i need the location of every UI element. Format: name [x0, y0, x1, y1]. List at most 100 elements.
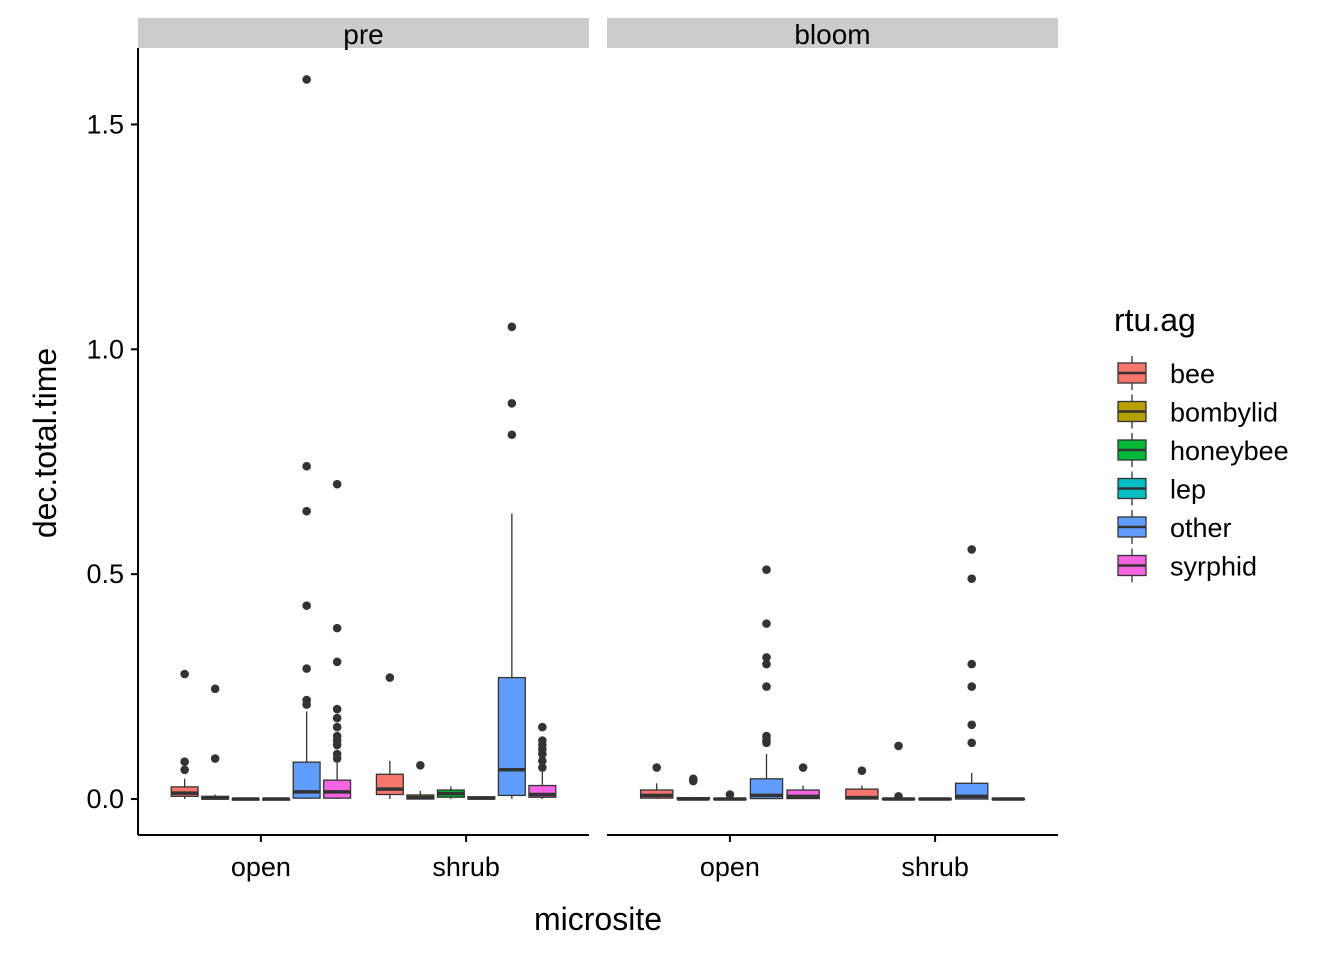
outlier-point	[332, 657, 342, 667]
outlier-point	[332, 731, 342, 741]
outlier-point	[798, 763, 808, 772]
box-body	[528, 784, 557, 798]
box-syrphid	[991, 797, 1026, 801]
outlier-point	[762, 619, 771, 628]
outlier-point	[967, 574, 977, 583]
facet-label-bloom: bloom	[794, 19, 870, 50]
outlier-point	[332, 479, 342, 489]
legend-key-bee	[1117, 356, 1147, 390]
outlier-point	[507, 430, 517, 440]
facet-strip-pre	[138, 18, 589, 48]
outlier-point	[332, 722, 342, 732]
outlier-point	[332, 704, 342, 714]
box-bee	[845, 766, 879, 800]
outlier-point	[302, 695, 311, 705]
outlier-point	[894, 792, 903, 801]
box-other	[497, 322, 526, 800]
outlier-point	[180, 757, 189, 766]
x-axis-title: microsite	[534, 901, 662, 937]
legend-label-bombylid: bombylid	[1170, 398, 1278, 428]
y-tick-label: 1.0	[86, 334, 124, 364]
outlier-point	[762, 653, 771, 662]
outlier-point	[762, 731, 771, 741]
legend-key-other	[1117, 510, 1147, 544]
y-tick-label: 0.0	[86, 784, 124, 814]
outlier-point	[180, 765, 189, 775]
outlier-point	[538, 722, 547, 732]
box-honeybee	[713, 790, 747, 801]
legend: rtu.ag bee bombylid honeybee lep other syrphi…	[1114, 302, 1289, 583]
facet-strip-bloom	[607, 18, 1058, 48]
outlier-point	[507, 398, 517, 408]
x-tick-label-open: open	[700, 852, 760, 882]
outlier-point	[302, 664, 311, 673]
box-body	[749, 778, 784, 800]
box-body	[786, 789, 820, 800]
box-body	[497, 676, 526, 797]
outlier-point	[967, 545, 977, 554]
outlier-point	[538, 736, 547, 745]
box-bombylid	[881, 741, 916, 801]
box-body	[375, 773, 404, 796]
outlier-point	[210, 754, 220, 763]
box-bee	[170, 669, 199, 800]
legend-key-lep	[1117, 471, 1147, 506]
outlier-point	[857, 766, 867, 775]
outlier-point	[967, 659, 977, 669]
outlier-point	[302, 75, 311, 84]
outlier-point	[507, 322, 517, 332]
outlier-point	[894, 741, 903, 751]
y-tick-label: 0.5	[86, 559, 124, 589]
x-tick-label-open: open	[231, 852, 291, 882]
outlier-point	[332, 623, 342, 633]
legend-label-lep: lep	[1170, 475, 1206, 505]
box-other	[292, 75, 321, 800]
outlier-point	[538, 763, 547, 772]
outlier-point	[210, 684, 220, 694]
outlier-point	[180, 669, 189, 679]
box-bombylid	[406, 760, 435, 800]
facet-panels: pre open shrub bloom open shrub	[137, 18, 1058, 882]
box-other	[954, 545, 989, 800]
facet-label-pre: pre	[343, 19, 383, 50]
y-axis-title: dec.total.time	[27, 348, 63, 538]
outlier-point	[416, 760, 425, 770]
box-honeybee	[231, 797, 260, 801]
outlier-point	[762, 659, 771, 669]
box-bombylid	[201, 684, 230, 800]
outlier-point	[688, 774, 698, 784]
box-lep	[262, 797, 291, 801]
outlier-point	[538, 756, 547, 766]
outlier-point	[762, 682, 771, 691]
box-honeybee	[918, 797, 952, 801]
x-tick-label-shrub: shrub	[432, 852, 500, 882]
box-syrphid	[323, 479, 352, 800]
y-axis: 0.0 0.5 1.0 1.5	[86, 109, 138, 814]
y-tick-label: 1.5	[86, 109, 124, 139]
outlier-point	[332, 749, 342, 759]
box-bee	[375, 673, 404, 800]
box-other	[749, 565, 784, 800]
box-syrphid	[528, 722, 557, 800]
panel-pre: pre open shrub	[137, 18, 589, 882]
legend-key-bombylid	[1117, 394, 1147, 429]
box-bombylid	[676, 774, 711, 801]
outlier-point	[385, 673, 395, 682]
outlier-point	[967, 738, 977, 748]
outlier-point	[302, 461, 311, 471]
legend-title: rtu.ag	[1114, 302, 1196, 338]
box-body	[323, 779, 352, 799]
outlier-point	[302, 506, 311, 516]
legend-label-honeybee: honeybee	[1170, 436, 1289, 466]
legend-label-bee: bee	[1170, 359, 1215, 389]
outlier-point	[762, 565, 771, 574]
box-honeybee	[436, 786, 465, 800]
outlier-point	[302, 601, 311, 610]
outlier-point	[967, 682, 977, 691]
x-tick-label-shrub: shrub	[901, 852, 969, 882]
box-syrphid	[786, 763, 820, 800]
legend-key-honeybee	[1117, 433, 1147, 467]
legend-key-syrphid	[1117, 548, 1147, 583]
legend-label-other: other	[1170, 513, 1232, 543]
